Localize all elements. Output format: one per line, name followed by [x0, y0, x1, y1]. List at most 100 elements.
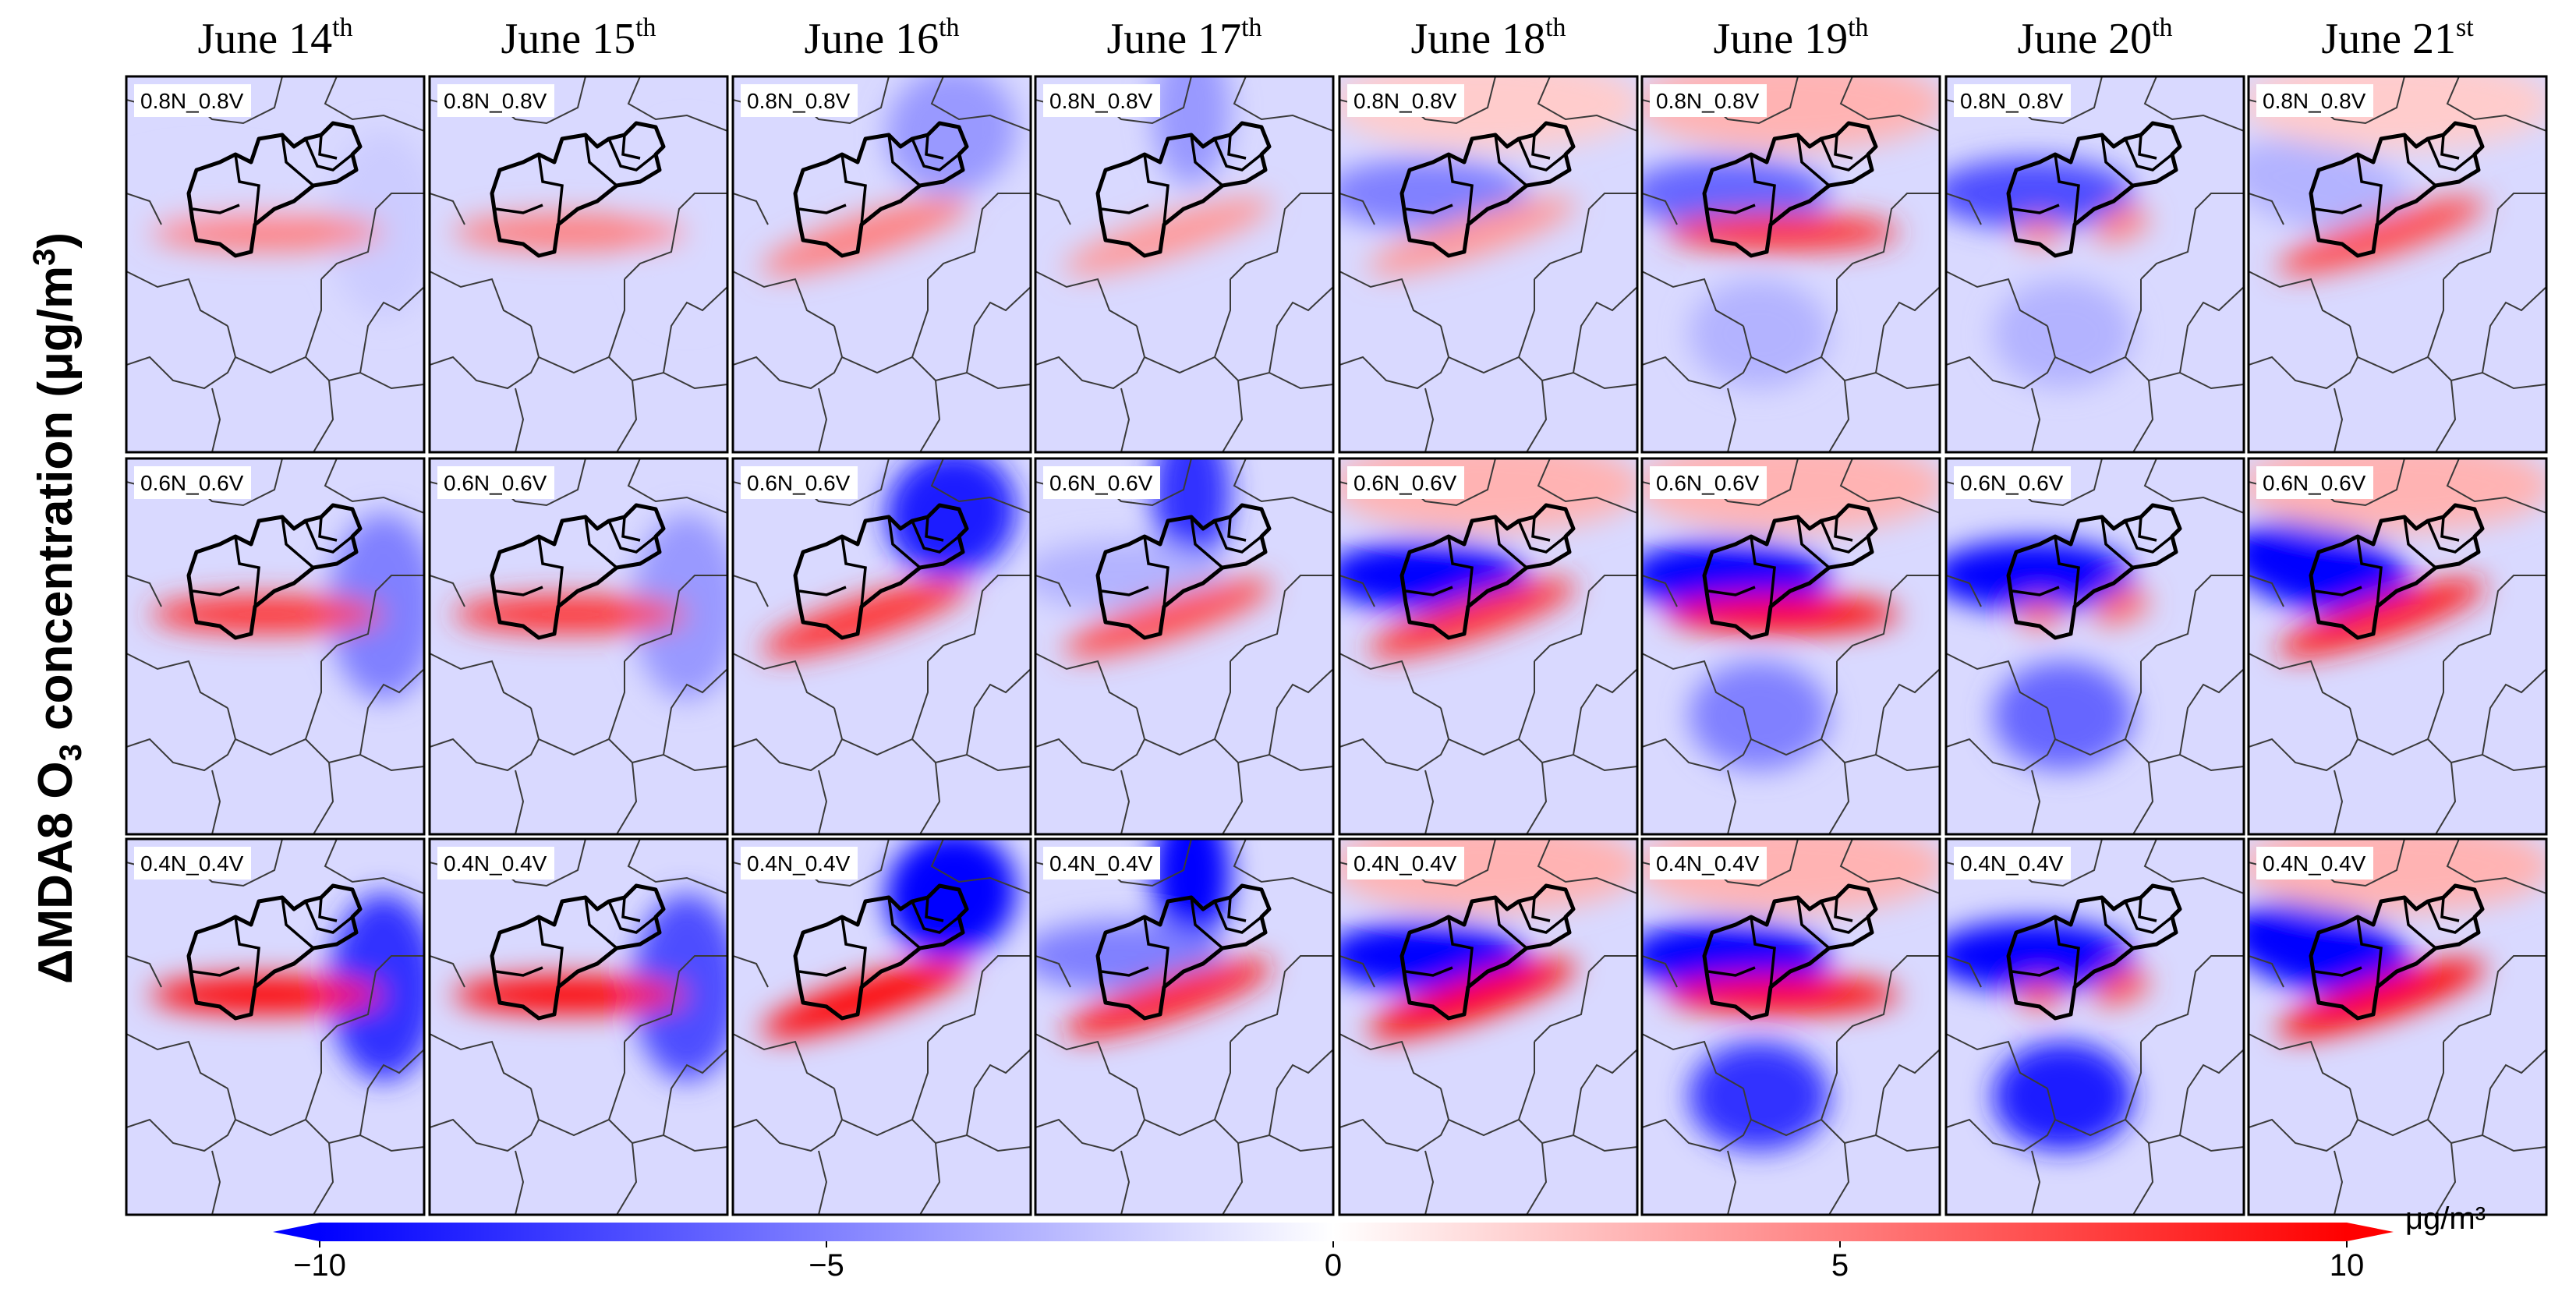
focus-city-border: [584, 516, 618, 569]
scenario-label: 0.6N_0.6V: [2263, 471, 2366, 495]
province-border: [624, 193, 727, 280]
scenario-label-box: [1650, 466, 1767, 499]
province-border: [1537, 839, 1637, 894]
panel-grid: 0.8N_0.8V 0.8N_0.8V 0.8N_0.8V 0.8N_0.8V 0.8N…: [125, 75, 2548, 1216]
ozone-anomaly: [1665, 596, 1899, 633]
ozone-anomaly: [1689, 1042, 1829, 1151]
province-border: [1339, 653, 1442, 709]
province-border: [616, 762, 638, 834]
province-border: [1035, 575, 1071, 607]
province-border: [2349, 1042, 2444, 1137]
province-border: [1743, 661, 1838, 756]
province-border: [966, 668, 1031, 756]
province-border: [1136, 1042, 1231, 1137]
map-panel: 0.4N_0.4V: [1640, 837, 1941, 1216]
province-border: [966, 286, 1031, 373]
province-border: [1836, 575, 1940, 662]
province-border: [927, 955, 1031, 1042]
panel-frame: [2247, 837, 2548, 1216]
ozone-anomaly: [1368, 960, 1576, 1038]
province-border: [1269, 286, 1333, 373]
province-border: [227, 279, 322, 374]
province-border: [627, 458, 727, 514]
focus-city-border: [234, 536, 260, 607]
province-border: [930, 839, 1031, 894]
province-border: [818, 388, 828, 452]
ozone-anomaly: [1642, 921, 1829, 991]
focus-city-border: [1531, 134, 1551, 160]
focus-region-outline: [1399, 503, 1576, 640]
province-border: [126, 653, 228, 709]
province-border: [126, 955, 162, 988]
province-border: [430, 653, 532, 709]
ozone-anomaly: [2093, 221, 2127, 243]
focus-region-outline: [1399, 883, 1576, 1021]
focus-city-border: [1707, 586, 1756, 596]
focus-city-border: [607, 901, 657, 934]
province-border: [1642, 1033, 1744, 1089]
province-border: [2143, 839, 2244, 894]
province-border: [1035, 271, 1138, 327]
focus-city-border: [1213, 520, 1263, 554]
ozone-anomaly: [329, 131, 424, 318]
map-panel: 0.4N_0.4V: [428, 837, 729, 1216]
scenario-label-box: [1650, 84, 1767, 117]
map-panel: 0.8N_0.8V: [428, 75, 729, 454]
province-border: [126, 271, 228, 327]
focus-city-border: [840, 916, 867, 988]
focus-region-outline: [186, 883, 363, 1021]
province-border: [1526, 1142, 1548, 1215]
province-border: [930, 458, 1031, 514]
focus-city-border: [304, 138, 354, 172]
focus-city-border: [318, 897, 338, 922]
focus-region-outline: [1702, 883, 1878, 1021]
province-border: [1642, 738, 1752, 772]
column-header: June 18th: [1410, 13, 1566, 63]
province-border: [515, 1150, 525, 1215]
scenario-label: 0.6N_0.6V: [140, 471, 244, 495]
focus-city-border: [2012, 203, 2060, 214]
province-border: [733, 271, 835, 327]
province-border: [2435, 380, 2457, 452]
focus-city-border: [584, 897, 618, 950]
panel-background: [1946, 839, 2244, 1215]
province-border: [1839, 839, 1940, 894]
province-border: [2179, 1049, 2244, 1136]
focus-city-border: [495, 586, 543, 596]
province-border: [2482, 286, 2546, 373]
focus-city-border: [1494, 897, 1528, 950]
focus-region-outline: [2006, 883, 2182, 1021]
focus-city-border: [495, 966, 543, 977]
column-header: June 17th: [1106, 13, 1261, 63]
province-border: [624, 575, 727, 662]
scenario-label: 0.4N_0.4V: [1049, 851, 1153, 876]
panel-frame: [428, 457, 729, 836]
province-border: [733, 1033, 835, 1089]
panel-frame: [1944, 75, 2245, 454]
province-border: [126, 1033, 228, 1089]
focus-city-border: [1517, 138, 1567, 172]
province-border: [1946, 1118, 2056, 1152]
province-border: [733, 356, 843, 390]
focus-city-border: [1820, 901, 1870, 934]
province-border: [359, 286, 424, 373]
scenario-label-box: [1954, 847, 2071, 879]
column-header: June 20th: [2017, 13, 2172, 63]
map-panel: 0.6N_0.6V: [731, 457, 1032, 836]
province-border: [2334, 770, 2344, 834]
ozone-anomaly: [2016, 218, 2063, 246]
scenario-label: 0.8N_0.8V: [140, 89, 244, 113]
province-border: [1642, 653, 1744, 709]
panel-frame: [1640, 457, 1941, 836]
panel-frame: [1640, 75, 1941, 454]
province-border: [966, 1049, 1031, 1136]
province-border: [1642, 193, 1678, 225]
focus-city-border: [1190, 897, 1224, 950]
panel-frame: [1338, 75, 1639, 454]
scenario-label: 0.4N_0.4V: [1960, 851, 2064, 876]
province-border: [2143, 458, 2244, 514]
focus-city-border: [2440, 516, 2460, 542]
province-border: [1035, 653, 1138, 709]
focus-city-border: [304, 520, 354, 554]
ozone-anomaly: [329, 894, 424, 1081]
